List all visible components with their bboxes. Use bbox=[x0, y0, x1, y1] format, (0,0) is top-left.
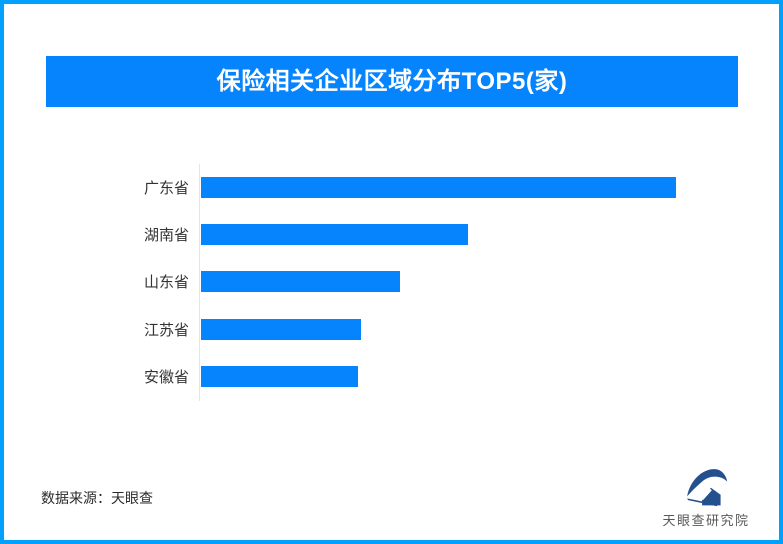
bar-row: 安徽省 bbox=[46, 353, 746, 400]
data-source-note: 数据来源：天眼查 bbox=[41, 490, 153, 506]
y-axis-line bbox=[199, 164, 200, 401]
chart-title-banner: 保险相关企业区域分布TOP5(家) bbox=[46, 56, 738, 107]
bar-row: 广东省 bbox=[46, 164, 746, 211]
bar bbox=[201, 365, 359, 387]
bar-row: 山东省 bbox=[46, 258, 746, 305]
bar-row: 江苏省 bbox=[46, 306, 746, 353]
category-label: 广东省 bbox=[143, 180, 189, 198]
logo-caption: 天眼查研究院 bbox=[662, 513, 750, 528]
bar bbox=[201, 177, 676, 199]
tianyancha-research-logo: 天眼查研究院 bbox=[654, 464, 758, 529]
bar bbox=[201, 224, 468, 246]
bar-chart: 广东省湖南省山东省江苏省安徽省 bbox=[46, 164, 746, 400]
category-label: 安徽省 bbox=[143, 368, 189, 386]
bar bbox=[201, 318, 362, 340]
category-label: 湖南省 bbox=[143, 227, 189, 245]
category-label: 山东省 bbox=[143, 274, 189, 292]
category-label: 江苏省 bbox=[143, 321, 189, 339]
bar bbox=[201, 271, 401, 293]
bar-row: 湖南省 bbox=[46, 211, 746, 258]
tianyancha-logo-icon bbox=[686, 469, 727, 507]
chart-title: 保险相关企业区域分布TOP5(家) bbox=[216, 68, 568, 95]
